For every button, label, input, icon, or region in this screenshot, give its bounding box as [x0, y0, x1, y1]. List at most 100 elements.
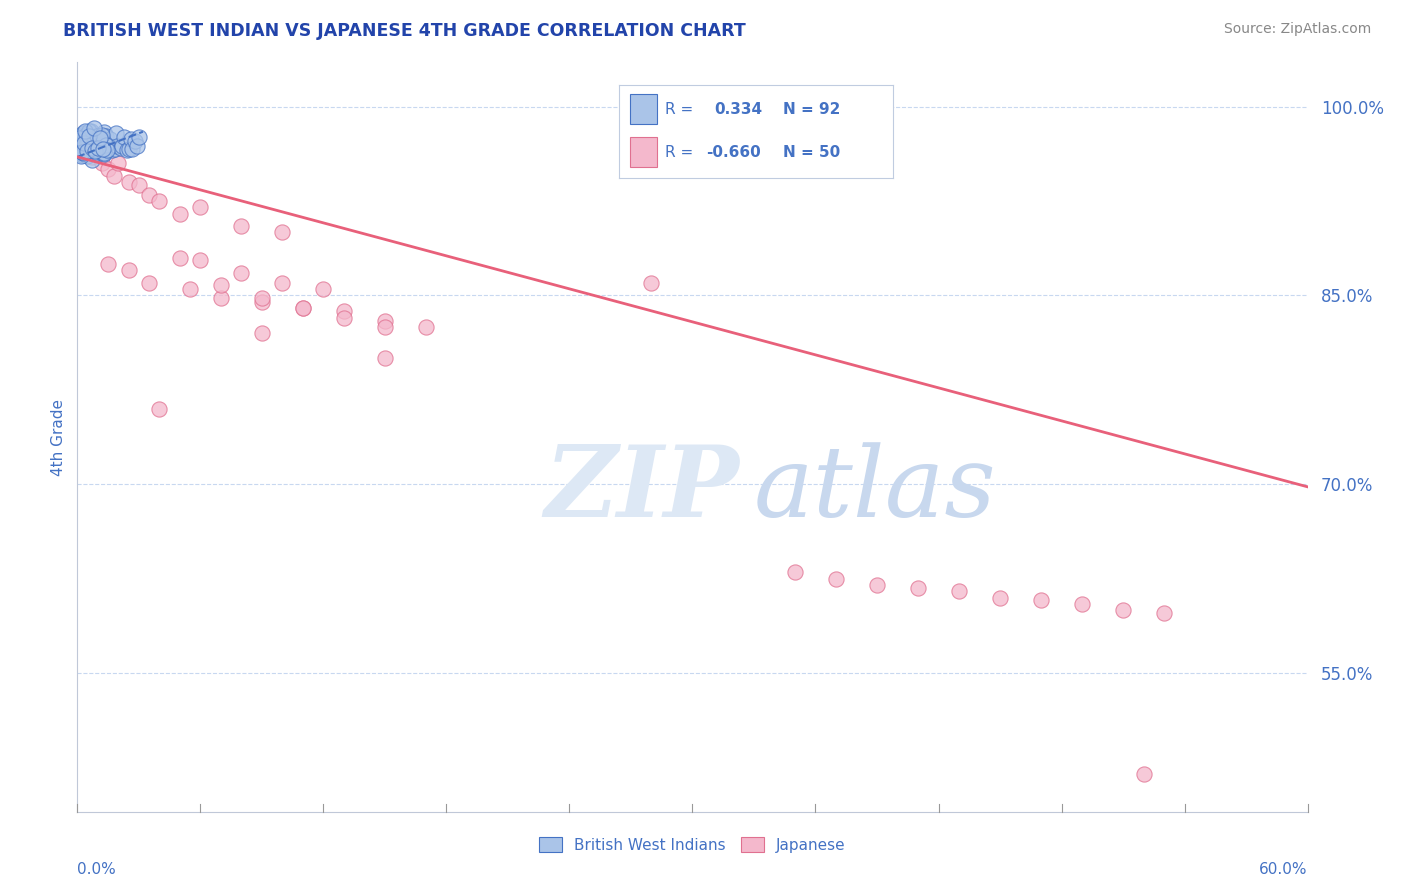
Point [188, 200, 212, 214]
Point [79, 129, 101, 144]
Point [271, 226, 294, 240]
Point [70, 130, 93, 145]
Point [87, 135, 110, 149]
Point [77, 139, 100, 153]
Text: Source: ZipAtlas.com: Source: ZipAtlas.com [1223, 22, 1371, 37]
Point [94, 128, 117, 143]
Point [67, 138, 90, 153]
Text: ZIP: ZIP [546, 442, 740, 538]
Point [148, 401, 170, 416]
Point [94, 138, 117, 153]
Point [84, 144, 107, 158]
Point [69, 145, 91, 159]
Point [76, 149, 98, 163]
Point [1112, 603, 1135, 617]
Point [75, 138, 97, 153]
Point [80, 139, 103, 153]
Point [83, 140, 105, 154]
Text: N = 50: N = 50 [783, 145, 841, 160]
Point [179, 282, 201, 296]
Point [374, 351, 396, 366]
Point [1029, 593, 1052, 607]
Point [148, 194, 170, 208]
Point [73, 145, 96, 159]
Point [75, 140, 97, 154]
Point [70, 134, 93, 148]
Point [117, 263, 139, 277]
Point [128, 178, 150, 192]
Point [73, 128, 96, 142]
Point [91, 128, 114, 143]
Point [72, 146, 94, 161]
Point [79, 141, 101, 155]
Point [124, 134, 146, 148]
Point [86, 129, 108, 144]
Point [988, 591, 1011, 605]
Point [77, 135, 100, 149]
Point [72, 132, 94, 146]
Point [87, 140, 110, 154]
Point [97, 257, 120, 271]
Point [89, 130, 111, 145]
Point [291, 301, 314, 315]
Point [70, 145, 93, 159]
Point [250, 294, 273, 309]
Point [72, 126, 94, 140]
Point [80, 150, 103, 164]
Text: N = 92: N = 92 [783, 102, 841, 117]
Point [110, 141, 132, 155]
Point [70, 147, 93, 161]
Point [271, 276, 294, 290]
Point [93, 146, 115, 161]
Point [115, 143, 138, 157]
Point [70, 149, 93, 163]
Point [866, 578, 889, 592]
Point [67, 131, 90, 145]
Point [69, 130, 91, 145]
Point [1153, 606, 1175, 620]
Point [86, 145, 108, 160]
Point [97, 162, 120, 177]
Point [77, 124, 100, 138]
Text: BRITISH WEST INDIAN VS JAPANESE 4TH GRADE CORRELATION CHART: BRITISH WEST INDIAN VS JAPANESE 4TH GRAD… [63, 22, 747, 40]
Point [84, 143, 107, 157]
Point [73, 136, 96, 151]
Text: R =: R = [665, 145, 693, 160]
Point [72, 146, 94, 161]
Point [96, 143, 118, 157]
Point [907, 581, 929, 595]
Point [948, 584, 970, 599]
Point [79, 137, 101, 152]
Point [138, 187, 160, 202]
Point [111, 139, 134, 153]
Point [87, 142, 110, 156]
Point [70, 131, 93, 145]
Point [80, 153, 103, 168]
Point [333, 303, 356, 318]
Point [231, 266, 253, 280]
Point [82, 141, 104, 155]
Point [101, 143, 124, 157]
Point [105, 138, 128, 153]
Point [84, 128, 107, 143]
Text: 0.0%: 0.0% [77, 862, 117, 877]
Point [333, 311, 356, 326]
Point [83, 144, 105, 158]
Point [783, 566, 806, 580]
Point [1071, 597, 1094, 611]
Point [89, 131, 111, 145]
Point [374, 319, 396, 334]
Point [112, 130, 135, 145]
Point [83, 136, 105, 151]
Point [77, 144, 100, 158]
Point [117, 175, 139, 189]
Point [82, 137, 104, 152]
Point [91, 142, 114, 156]
Point [80, 132, 103, 146]
Point [76, 128, 98, 142]
Point [188, 253, 212, 268]
Point [72, 131, 94, 145]
Point [103, 169, 125, 183]
Text: atlas: atlas [754, 442, 997, 537]
Point [72, 128, 94, 142]
